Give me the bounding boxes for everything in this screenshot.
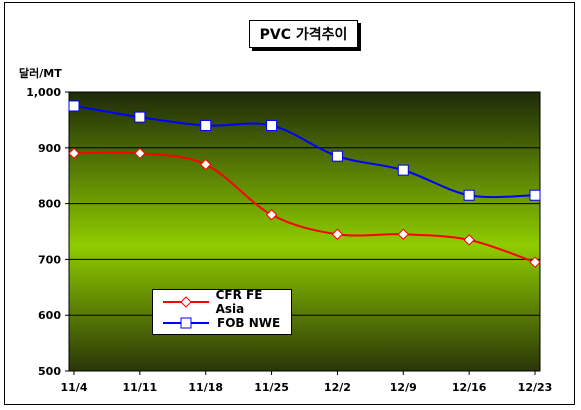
series-line-fob-nwe	[73, 104, 536, 199]
data-point-cfr-fe-asia	[134, 147, 146, 160]
y-tick-label: 600	[38, 309, 61, 322]
legend-item-fob-nwe: FOB NWE	[153, 314, 293, 332]
axes	[68, 91, 541, 372]
data-point-fob-nwe	[200, 119, 212, 131]
data-point-fob-nwe	[529, 189, 541, 201]
data-point-cfr-fe-asia	[265, 209, 278, 221]
square-marker-icon	[163, 317, 209, 329]
x-tick-label: 12/9	[390, 381, 417, 394]
y-axis-unit-label: 달러/MT	[19, 67, 62, 80]
data-point-fob-nwe	[266, 119, 278, 131]
legend: CFR FE Asia FOB NWE	[152, 288, 293, 335]
plot-area	[69, 92, 540, 371]
data-point-cfr-fe-asia	[529, 256, 541, 268]
x-axis-tick-labels: 11/4 11/11 11/18 11/25 12/2 12/9 12/16 12/23	[61, 371, 553, 394]
series-lines	[68, 100, 541, 268]
data-point-cfr-fe-asia	[68, 147, 80, 160]
series-line-cfr-fe-asia	[73, 151, 536, 264]
legend-label-cfr-fe-asia: CFR FE Asia	[215, 288, 263, 316]
y-axis-tick-labels: 500 600 700 800 900 1,000	[26, 86, 61, 378]
y-tick-label: 700	[38, 253, 61, 266]
y-tick-label: 500	[38, 365, 61, 378]
gridlines	[65, 91, 540, 372]
x-tick-label: 12/16	[452, 381, 487, 394]
x-tick-label: 12/2	[324, 381, 351, 394]
data-point-cfr-fe-asia	[200, 158, 212, 171]
diamond-marker-icon	[163, 296, 209, 308]
data-point-fob-nwe	[397, 164, 409, 176]
x-tick-label: 11/25	[254, 381, 289, 394]
data-point-cfr-fe-asia	[463, 234, 475, 246]
chart-title: PVC 가격추이	[249, 20, 358, 48]
y-tick-label: 1,000	[26, 86, 61, 99]
legend-label-fob-nwe: FOB NWE	[217, 316, 281, 330]
x-tick-label: 11/18	[188, 381, 223, 394]
y-tick-label: 800	[38, 198, 61, 211]
x-tick-label: 11/11	[123, 381, 158, 394]
y-tick-label: 900	[38, 142, 61, 155]
data-point-fob-nwe	[331, 150, 343, 162]
data-point-fob-nwe	[68, 100, 80, 112]
x-tick-label: 12/23	[518, 381, 553, 394]
plot-border	[68, 91, 541, 372]
x-tick-label: 11/4	[61, 381, 88, 394]
data-point-fob-nwe	[134, 111, 146, 123]
data-point-cfr-fe-asia	[397, 228, 409, 240]
legend-item-cfr-fe-asia: CFR FE Asia	[153, 288, 293, 316]
data-point-fob-nwe	[463, 189, 475, 201]
data-point-cfr-fe-asia	[331, 228, 344, 240]
